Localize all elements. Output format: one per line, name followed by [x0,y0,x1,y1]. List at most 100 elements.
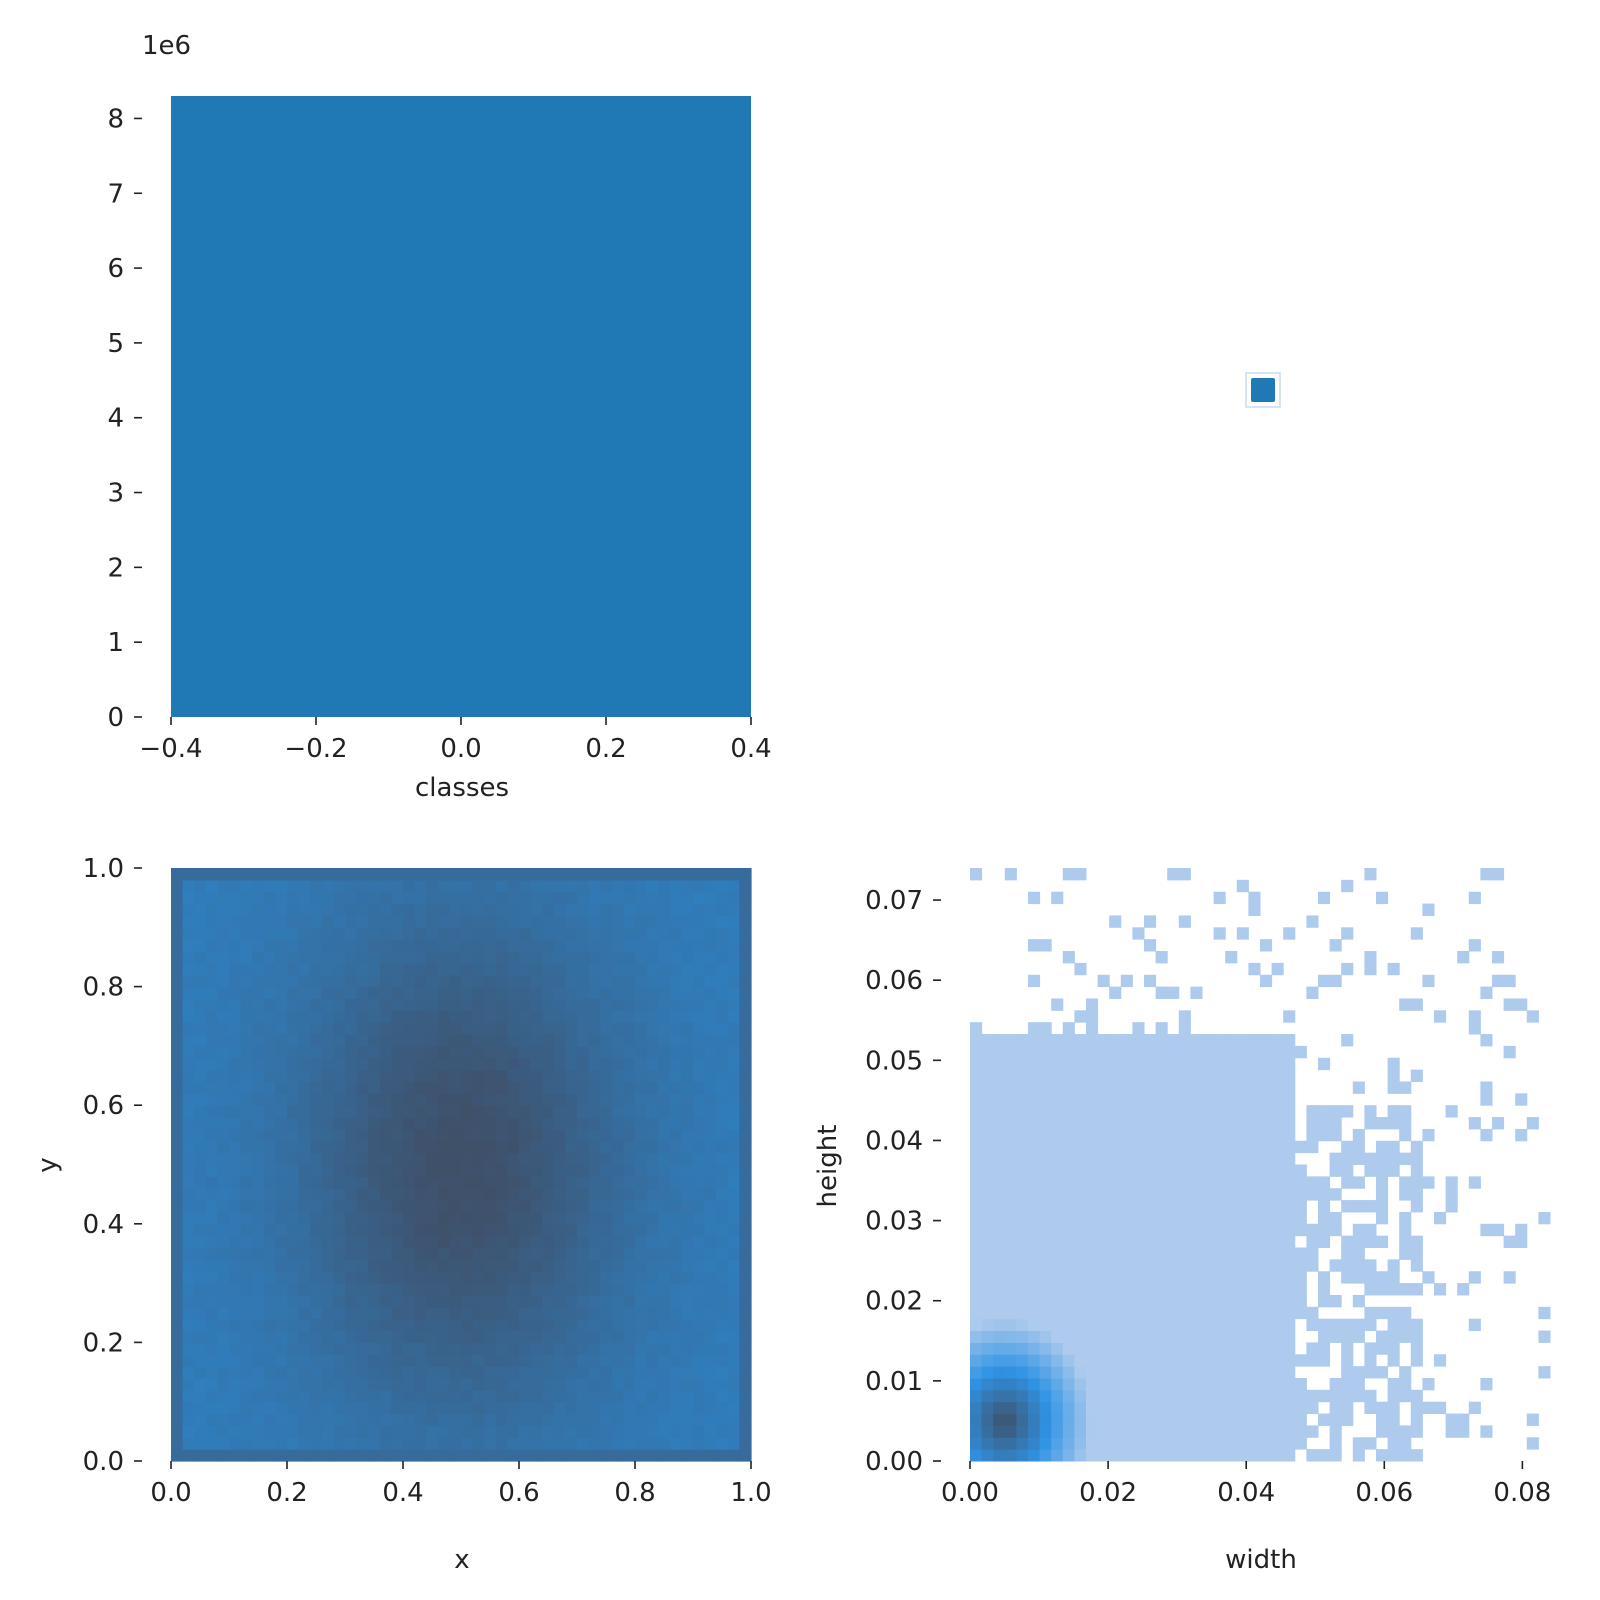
heatmap-cell [1144,1235,1157,1249]
heatmap-cell [1236,1045,1249,1059]
heatmap-cell [1004,1200,1017,1213]
heatmap-cell [1202,1366,1215,1379]
heatmap-cell [1051,1247,1064,1260]
heatmap-cell [635,1389,648,1403]
heatmap-cell [194,1342,207,1355]
heatmap-cell [739,1211,752,1225]
heatmap-cell [356,986,369,1000]
heatmap-cell [1086,1354,1099,1367]
heatmap-cell [530,1211,543,1225]
heatmap-cell [1051,1152,1064,1165]
heatmap-cell [414,1057,427,1071]
heatmap-cell [345,962,358,976]
heatmap-cell [345,915,358,928]
heatmap-cell [542,1366,555,1379]
heatmap-cell [1120,1306,1133,1320]
heatmap-cell [588,903,601,917]
heatmap-cell [437,1105,450,1118]
heatmap-cell [310,951,323,964]
heatmap-cell [635,1093,648,1106]
heatmap-cell [240,1105,253,1118]
heatmap-cell [1155,1449,1168,1462]
heatmap-cell [379,986,392,1000]
heatmap-cell [1387,1152,1400,1165]
heatmap-cell [542,1223,555,1237]
heatmap-cell [275,891,288,905]
heatmap-cell [1283,1081,1296,1094]
heatmap-cell [1294,1283,1307,1296]
heatmap-cell [1202,1354,1215,1367]
x-tick-label: 0.02 [1079,1478,1137,1508]
heatmap-cell [519,915,532,928]
heatmap-cell [739,1057,752,1071]
heatmap-cell [1155,1377,1168,1391]
heatmap-cell [449,1377,462,1391]
x-tick-label: 0.4 [730,734,771,764]
heatmap-cell [611,1294,624,1308]
heatmap-cell [1271,1377,1284,1391]
heatmap-cell [553,927,566,940]
heatmap-cell [588,1425,601,1438]
heatmap-cell [217,939,230,952]
heatmap-cell [1236,1034,1249,1047]
heatmap-cell [171,1188,184,1201]
heatmap-cell [182,1389,195,1403]
heatmap-cell [1120,1223,1133,1237]
heatmap-cell [391,939,404,952]
heatmap-cell [217,1389,230,1403]
heatmap-cell [1132,1342,1145,1355]
heatmap-cell [194,1330,207,1343]
heatmap-cell [1271,1259,1284,1272]
heatmap-cell [240,879,253,893]
heatmap-cell [1028,1271,1041,1284]
heatmap-cell [1190,1401,1203,1415]
heatmap-cell [704,1318,717,1332]
heatmap-cell [1190,1449,1203,1462]
heatmap-cell [588,1093,601,1106]
heatmap-cell [507,1366,520,1379]
heatmap-cell [1144,1164,1157,1177]
heatmap-cell [1225,1413,1238,1426]
heatmap-cell [658,1294,671,1308]
heatmap-cell [1306,1117,1319,1130]
heatmap-cell [461,1271,474,1284]
heatmap-cell [1097,1377,1110,1391]
heatmap-cell [519,1449,532,1462]
heatmap-cell [1155,1437,1168,1450]
heatmap-cell [1167,1093,1180,1106]
heatmap-cell [1144,1377,1157,1391]
heatmap-cell [205,1259,218,1272]
heatmap-cell [1178,1259,1191,1272]
heatmap-cell [449,1164,462,1177]
heatmap-cell [321,1093,334,1106]
heatmap-cell [669,1176,682,1189]
heatmap-cell [333,1247,346,1260]
heatmap-cell [205,1069,218,1083]
heatmap-cell [1155,1081,1168,1094]
heatmap-cell [484,915,497,928]
heatmap-cell [1236,1093,1249,1106]
heatmap-cell [658,1128,671,1142]
heatmap-cell [1248,1093,1261,1106]
heatmap-cell [981,1401,994,1415]
heatmap-cell [704,1413,717,1427]
heatmap-cell [194,1271,207,1284]
heatmap-cell [1236,1128,1249,1142]
heatmap-cell [1364,1259,1377,1272]
heatmap-cell [495,1223,508,1237]
heatmap-cell [1329,1425,1342,1438]
heatmap-cell [600,1437,613,1450]
heatmap-cell [1306,1425,1319,1438]
heatmap-cell [426,1200,439,1213]
heatmap-cell [426,1437,439,1450]
heatmap-cell [1213,1128,1226,1142]
heatmap-cell [1004,1366,1017,1379]
heatmap-cell [1144,1306,1157,1320]
heatmap-cell [252,1057,265,1071]
heatmap-cell [426,974,439,988]
heatmap-cell [1004,1342,1017,1355]
heatmap-cell [1236,1211,1249,1225]
heatmap-cell [507,1437,520,1450]
heatmap-cell [1271,1176,1284,1189]
heatmap-cell [1109,1235,1122,1249]
